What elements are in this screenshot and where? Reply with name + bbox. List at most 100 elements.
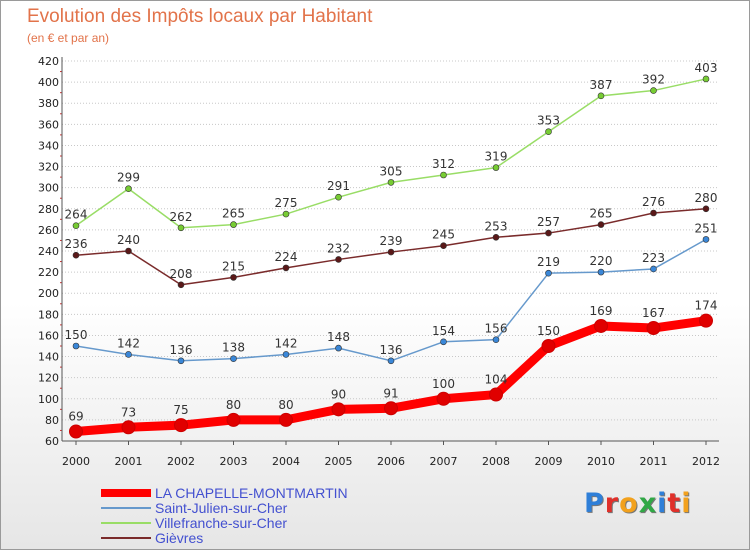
data-label: 219 [537, 255, 560, 269]
data-point [387, 357, 395, 365]
y-tick-label: 120 [38, 372, 59, 385]
y-tick-label: 240 [38, 245, 59, 258]
data-label: 154 [432, 324, 455, 338]
data-label: 251 [695, 221, 718, 235]
data-label: 138 [222, 341, 245, 355]
x-tick-label: 2005 [325, 455, 353, 468]
legend-label: Gièvres [155, 530, 204, 546]
x-tick-label: 2011 [640, 455, 668, 468]
data-label: 69 [68, 410, 83, 424]
y-tick-label: 220 [38, 266, 59, 279]
data-label: 319 [485, 150, 508, 164]
data-point [69, 424, 83, 439]
data-label: 276 [642, 195, 665, 209]
legend-swatch [101, 507, 151, 509]
x-tick-label: 2009 [535, 455, 563, 468]
data-point [597, 221, 605, 228]
data-point [177, 357, 185, 365]
x-tick-label: 2007 [430, 455, 458, 468]
y-tick-label: 380 [38, 97, 59, 110]
data-point [541, 339, 556, 353]
y-tick-label: 400 [38, 76, 59, 89]
data-label: 142 [275, 336, 298, 350]
data-label: 224 [275, 250, 298, 264]
y-tick-label: 360 [38, 118, 59, 131]
logo-letter: P [584, 488, 605, 519]
legend-swatch [101, 522, 151, 524]
logo-letter: r [604, 488, 620, 519]
data-label: 265 [590, 207, 613, 221]
data-label: 150 [65, 328, 88, 342]
data-point [72, 342, 80, 350]
data-label: 257 [537, 215, 560, 229]
data-point [650, 87, 657, 94]
data-point [699, 313, 713, 328]
data-label: 223 [642, 251, 665, 265]
data-point [650, 265, 657, 273]
data-label: 305 [380, 164, 403, 178]
data-point [436, 391, 451, 406]
data-point [702, 236, 710, 243]
data-point [646, 321, 661, 336]
data-label: 91 [383, 386, 398, 400]
data-point [440, 242, 447, 250]
data-point [440, 338, 447, 346]
data-label: 392 [642, 73, 665, 87]
legend-label: Saint-Julien-sur-Cher [155, 500, 288, 516]
data-point [72, 222, 80, 229]
data-label: 150 [537, 324, 560, 338]
data-label: 262 [170, 210, 193, 224]
data-point [72, 251, 80, 259]
data-point [650, 209, 657, 217]
data-label: 280 [695, 191, 718, 205]
x-tick-label: 2010 [587, 455, 615, 468]
legend-swatch [101, 489, 151, 497]
x-tick-label: 2012 [692, 455, 720, 468]
data-point [387, 179, 395, 186]
logo-letter: o [619, 488, 639, 519]
data-label: 90 [331, 387, 346, 401]
data-label: 142 [117, 336, 140, 350]
data-label: 80 [278, 398, 293, 412]
data-label: 104 [485, 373, 508, 387]
data-label: 215 [222, 259, 245, 273]
data-point [230, 274, 237, 281]
data-point [282, 264, 290, 272]
y-tick-label: 420 [38, 55, 59, 68]
logo-letter: i [681, 488, 692, 519]
data-label: 312 [432, 157, 455, 171]
data-label: 136 [170, 343, 193, 357]
data-label: 299 [117, 171, 140, 185]
logo-letter: t [667, 488, 682, 519]
y-tick-label: 300 [38, 182, 59, 195]
data-point [440, 171, 447, 179]
data-point [702, 205, 710, 213]
x-tick-label: 2003 [220, 455, 248, 468]
data-label: 208 [170, 267, 193, 281]
data-label: 253 [485, 219, 508, 233]
data-label: 239 [380, 234, 403, 248]
data-point [226, 412, 241, 427]
data-label: 245 [432, 228, 455, 242]
data-point [387, 248, 395, 256]
data-point [597, 268, 605, 276]
logo-letter: x [638, 488, 658, 519]
data-label: 75 [173, 403, 188, 417]
x-tick-label: 2002 [167, 455, 195, 468]
x-tick-label: 2004 [272, 455, 300, 468]
data-label: 236 [65, 237, 88, 251]
data-point [125, 247, 132, 255]
logo-letter: i [657, 488, 668, 519]
legend-label: LA CHAPELLE-MONTMARTIN [155, 485, 348, 501]
data-point [597, 92, 605, 100]
data-point [125, 185, 132, 193]
data-point [331, 402, 346, 417]
data-point [545, 269, 552, 277]
data-point [230, 221, 237, 228]
x-tick-label: 2008 [482, 455, 510, 468]
data-point [282, 210, 290, 218]
chart-title: Evolution des Impôts locaux par Habitant [27, 6, 373, 27]
y-tick-label: 160 [38, 329, 59, 342]
data-label: 240 [117, 233, 140, 247]
data-label: 220 [590, 254, 613, 268]
